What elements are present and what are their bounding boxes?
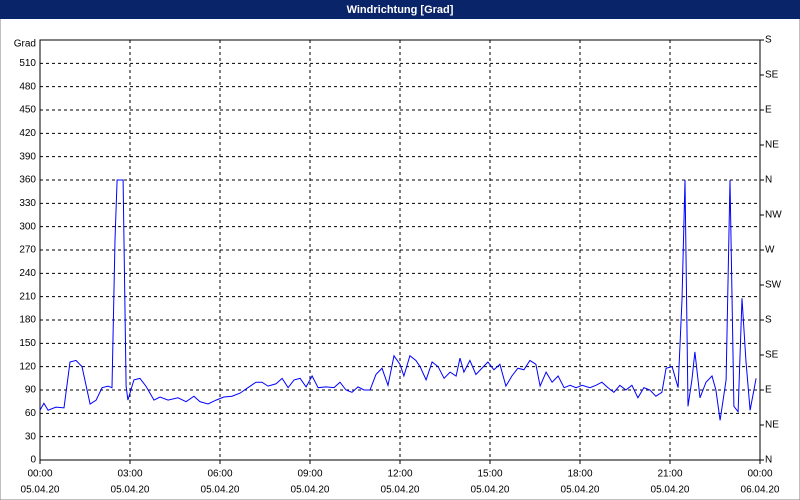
x-tick-date: 05.04.20	[111, 485, 150, 496]
y-tick-label: 120	[19, 361, 36, 372]
y2-tick-label: SE	[765, 70, 779, 81]
y-tick-label: 450	[19, 105, 36, 116]
x-tick-label: 09:00	[297, 469, 322, 480]
y-tick-label: 90	[25, 385, 37, 396]
y-tick-label: 480	[19, 81, 36, 92]
y-tick-label: 270	[19, 245, 36, 256]
y-tick-label: 360	[19, 175, 36, 186]
y-tick-label: 150	[19, 338, 36, 349]
y-tick-label: 420	[19, 128, 36, 139]
y2-tick-label: SE	[765, 350, 779, 361]
y-tick-label: 390	[19, 151, 36, 162]
y-tick-label: 330	[19, 198, 36, 209]
y2-tick-label: E	[765, 385, 772, 396]
x-tick-date: 05.04.20	[201, 485, 240, 496]
x-tick-date: 05.04.20	[471, 485, 510, 496]
y2-tick-label: SW	[765, 280, 782, 291]
y-tick-label: 30	[25, 431, 37, 442]
x-tick-date: 05.04.20	[291, 485, 330, 496]
x-tick-label: 03:00	[117, 469, 142, 480]
chart-title: Windrichtung [Grad]	[347, 4, 454, 16]
x-tick-date: 05.04.20	[561, 485, 600, 496]
x-tick-label: 18:00	[567, 469, 592, 480]
data-line	[39, 179, 757, 421]
y2-tick-label: NE	[765, 140, 779, 151]
y2-tick-label: S	[765, 35, 772, 46]
x-tick-date: 05.04.20	[651, 485, 690, 496]
y2-tick-label: E	[765, 105, 772, 116]
y2-tick-label: W	[765, 245, 775, 256]
x-tick-date: 05.04.20	[381, 485, 420, 496]
y-tick-label: 210	[19, 291, 36, 302]
x-tick-date: 06.04.20	[741, 485, 780, 496]
x-tick-label: 06:00	[207, 469, 232, 480]
y-tick-label: 60	[25, 408, 37, 419]
x-tick-label: 12:00	[387, 469, 412, 480]
y-axis-label: Grad	[14, 39, 36, 50]
y-tick-label: 180	[19, 315, 36, 326]
x-tick-label: 00:00	[27, 469, 52, 480]
x-tick-label: 21:00	[657, 469, 682, 480]
y-tick-label: 240	[19, 268, 36, 279]
y-tick-label: 0	[30, 455, 36, 466]
x-tick-label: 15:00	[477, 469, 502, 480]
y-tick-label: 300	[19, 221, 36, 232]
y2-tick-label: NW	[765, 210, 782, 221]
y2-tick-label: N	[765, 455, 772, 466]
x-tick-label: 00:00	[747, 469, 772, 480]
y2-tick-label: S	[765, 315, 772, 326]
y2-tick-label: NE	[765, 420, 779, 431]
y2-tick-label: N	[765, 175, 772, 186]
y-tick-label: 510	[19, 58, 36, 69]
title-bar	[0, 0, 800, 19]
x-tick-date: 05.04.20	[21, 485, 60, 496]
